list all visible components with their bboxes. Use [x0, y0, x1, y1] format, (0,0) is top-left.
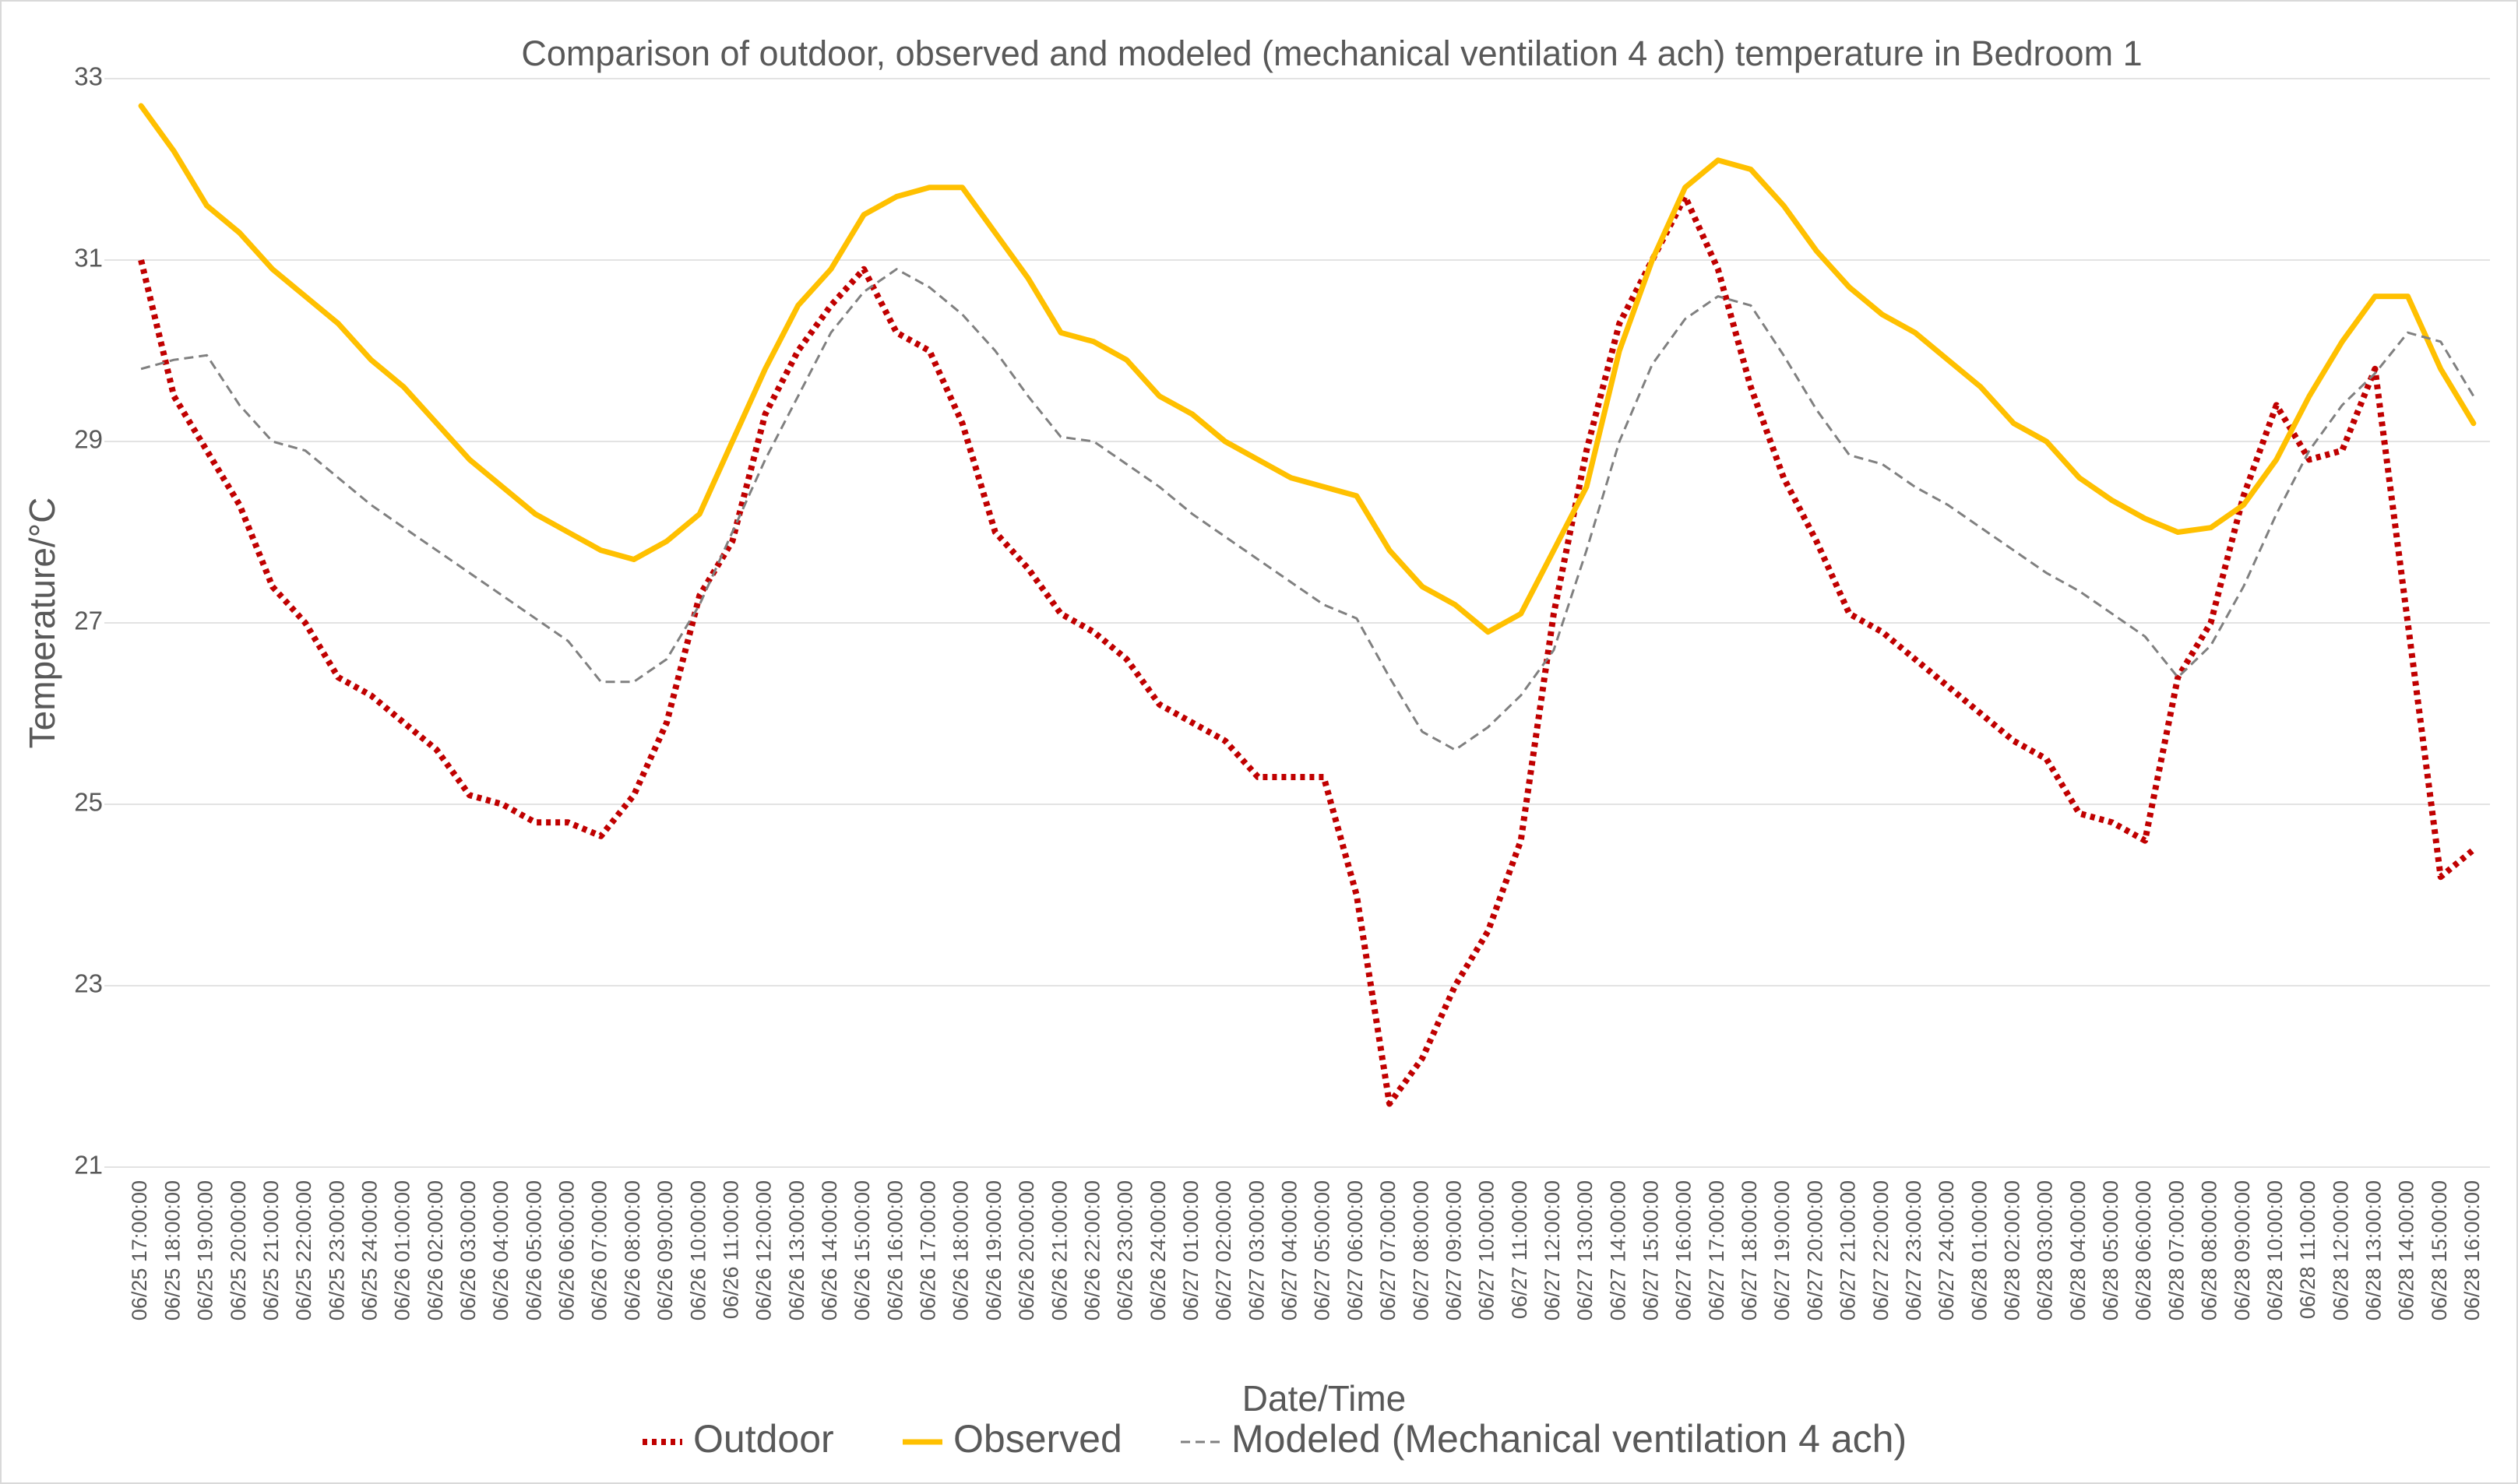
x-tick-label: 06/28 10:00:00 — [2263, 1180, 2287, 1320]
x-tick-label: 06/25 17:00:00 — [128, 1180, 151, 1320]
x-tick-label: 06/27 07:00:00 — [1376, 1180, 1400, 1320]
x-tick-label: 06/28 12:00:00 — [2329, 1180, 2352, 1320]
x-tick-label: 06/27 18:00:00 — [1738, 1180, 1761, 1320]
x-tick-label: 06/27 16:00:00 — [1672, 1180, 1696, 1320]
x-tick-label: 06/27 20:00:00 — [1803, 1180, 1826, 1320]
x-tick-label: 06/26 23:00:00 — [1114, 1180, 1137, 1320]
legend-label: Observed — [953, 1417, 1122, 1461]
x-tick-label: 06/28 08:00:00 — [2198, 1180, 2221, 1320]
y-tick-label: 31 — [74, 244, 103, 273]
y-tick-label: 21 — [74, 1151, 103, 1180]
x-tick-label: 06/28 09:00:00 — [2231, 1180, 2254, 1320]
legend-label: Modeled (Mechanical ventilation 4 ach) — [1231, 1417, 1907, 1461]
x-tick-label: 06/26 16:00:00 — [883, 1180, 907, 1320]
x-tick-label: 06/27 04:00:00 — [1278, 1180, 1301, 1320]
x-tick-label: 06/28 05:00:00 — [2099, 1180, 2122, 1320]
x-tick-label: 06/26 13:00:00 — [785, 1180, 808, 1320]
x-tick-label: 06/26 07:00:00 — [588, 1180, 611, 1320]
x-tick-label: 06/26 20:00:00 — [1015, 1180, 1038, 1320]
x-tick-label: 06/27 23:00:00 — [1902, 1180, 1925, 1320]
x-tick-label: 06/27 17:00:00 — [1705, 1180, 1728, 1320]
x-tick-label: 06/25 20:00:00 — [227, 1180, 250, 1320]
x-tick-label: 06/26 05:00:00 — [522, 1180, 545, 1320]
x-tick-label: 06/28 02:00:00 — [2001, 1180, 2024, 1320]
x-tick-label: 06/28 16:00:00 — [2460, 1180, 2484, 1320]
x-tick-label: 06/25 21:00:00 — [259, 1180, 283, 1320]
x-tick-label: 06/28 06:00:00 — [2132, 1180, 2155, 1320]
x-tick-label: 06/26 11:00:00 — [719, 1180, 742, 1319]
x-tick-label: 06/28 01:00:00 — [1967, 1180, 1991, 1320]
chart-title: Comparison of outdoor, observed and mode… — [521, 33, 2142, 73]
x-tick-label: 06/27 03:00:00 — [1245, 1180, 1268, 1320]
y-tick-label: 25 — [74, 788, 103, 817]
x-tick-label: 06/26 22:00:00 — [1080, 1180, 1104, 1320]
y-tick-label: 23 — [74, 969, 103, 998]
x-tick-label: 06/26 06:00:00 — [555, 1180, 579, 1320]
x-tick-label: 06/26 03:00:00 — [456, 1180, 480, 1320]
x-tick-label: 06/27 15:00:00 — [1639, 1180, 1663, 1320]
x-tick-label: 06/27 06:00:00 — [1344, 1180, 1367, 1320]
x-tick-label: 06/27 13:00:00 — [1573, 1180, 1597, 1320]
x-tick-label: 06/27 02:00:00 — [1212, 1180, 1235, 1320]
series-line — [138, 103, 2477, 635]
x-tick-label: 06/27 08:00:00 — [1409, 1180, 1432, 1320]
x-tick-label: 06/25 24:00:00 — [357, 1180, 381, 1320]
x-tick-label: 06/26 12:00:00 — [752, 1180, 776, 1320]
x-tick-label: 06/27 14:00:00 — [1606, 1180, 1629, 1320]
x-tick-label: 06/27 12:00:00 — [1541, 1180, 1564, 1320]
legend-label: Outdoor — [693, 1417, 834, 1461]
x-tick-label: 06/26 17:00:00 — [917, 1180, 940, 1320]
x-axis-title: Date/Time — [1242, 1378, 1406, 1419]
x-tick-label: 06/28 07:00:00 — [2164, 1180, 2188, 1320]
x-tick-label: 06/26 15:00:00 — [850, 1180, 874, 1320]
y-tick-label: 33 — [74, 62, 103, 91]
x-tick-label: 06/27 19:00:00 — [1770, 1180, 1794, 1320]
x-tick-label: 06/28 04:00:00 — [2066, 1180, 2090, 1320]
y-axis-title: Temperature/°C — [22, 498, 62, 749]
series-line — [140, 268, 2475, 751]
x-tick-label: 06/26 01:00:00 — [391, 1180, 414, 1320]
x-tick-label: 06/27 11:00:00 — [1508, 1180, 1531, 1319]
x-tick-label: 06/28 14:00:00 — [2395, 1180, 2418, 1320]
x-tick-label: 06/26 08:00:00 — [621, 1180, 644, 1320]
x-tick-label: 06/27 10:00:00 — [1475, 1180, 1498, 1320]
y-tick-label: 29 — [74, 425, 103, 454]
x-tick-label: 06/26 09:00:00 — [653, 1180, 677, 1320]
x-tick-label: 06/27 24:00:00 — [1935, 1180, 1958, 1320]
x-tick-label: 06/26 04:00:00 — [489, 1180, 512, 1320]
x-tick-label: 06/26 14:00:00 — [818, 1180, 841, 1320]
x-tick-label: 06/28 13:00:00 — [2361, 1180, 2385, 1320]
x-tick-label: 06/25 19:00:00 — [194, 1180, 217, 1320]
x-tick-label: 06/26 18:00:00 — [949, 1180, 973, 1320]
x-tick-label: 06/25 22:00:00 — [292, 1180, 315, 1320]
x-tick-label: 06/26 21:00:00 — [1048, 1180, 1071, 1320]
y-tick-label: 27 — [74, 607, 103, 635]
x-tick-label: 06/27 05:00:00 — [1311, 1180, 1334, 1320]
x-tick-label: 06/28 03:00:00 — [2034, 1180, 2057, 1320]
series-line — [138, 193, 2476, 1107]
x-tick-label: 06/26 02:00:00 — [424, 1180, 447, 1320]
x-tick-label: 06/28 11:00:00 — [2296, 1180, 2319, 1319]
x-tick-label: 06/27 01:00:00 — [1179, 1180, 1203, 1320]
x-tick-label: 06/27 09:00:00 — [1442, 1180, 1465, 1320]
x-tick-label: 06/26 24:00:00 — [1146, 1180, 1170, 1320]
x-tick-label: 06/25 18:00:00 — [160, 1180, 184, 1320]
x-tick-label: 06/27 22:00:00 — [1869, 1180, 1893, 1320]
x-tick-label: 06/26 19:00:00 — [982, 1180, 1005, 1320]
x-tick-label: 06/27 21:00:00 — [1837, 1180, 1860, 1320]
x-tick-label: 06/26 10:00:00 — [686, 1180, 710, 1320]
x-tick-label: 06/28 15:00:00 — [2428, 1180, 2451, 1320]
x-tick-label: 06/25 23:00:00 — [325, 1180, 348, 1320]
